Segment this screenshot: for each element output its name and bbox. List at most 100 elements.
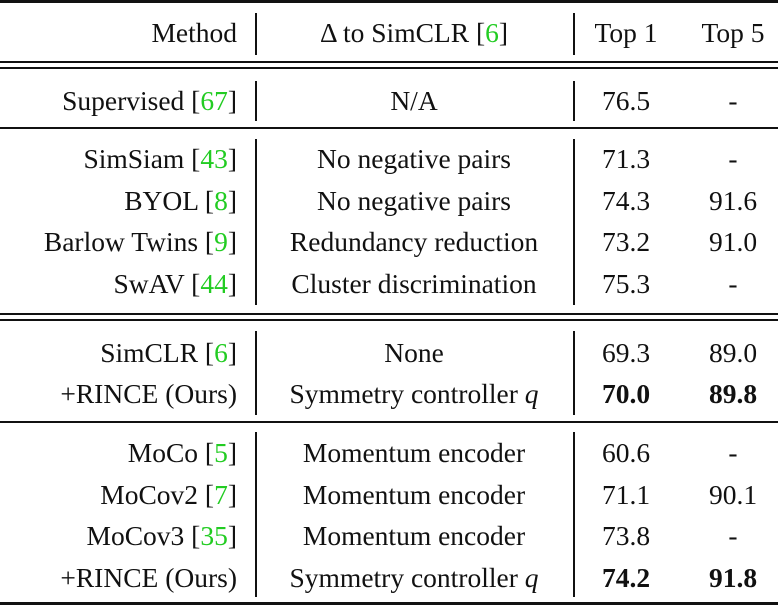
method-name: +RINCE (Ours) (60, 378, 237, 409)
delta-cell: No negative pairs (255, 181, 573, 221)
section-rule-1 (0, 127, 778, 129)
method-cell: MoCov3 [35] (0, 516, 238, 556)
top5-cell: 89.0 (708, 337, 758, 368)
vrule-block3-1 (255, 331, 257, 415)
method-name: Supervised [ (62, 85, 201, 116)
header-method: Method (151, 17, 237, 48)
delta-text: Momentum encoder (302, 437, 526, 468)
citation-ref: 8 (214, 185, 228, 216)
delta-cell: None (255, 333, 573, 373)
citation-ref: 67 (200, 85, 228, 116)
delta-text: No negative pairs (317, 143, 511, 174)
citation-ref: 6 (485, 17, 499, 48)
top5-cell: 91.6 (708, 185, 758, 216)
delta-text: Cluster discrimination (291, 268, 537, 299)
delta-variable: q (524, 378, 539, 409)
citation-close: ] (227, 185, 237, 216)
citation-close: ] (227, 437, 237, 468)
citation-ref: 7 (214, 479, 228, 510)
vrule-header-1 (255, 13, 257, 55)
section-rule-3 (0, 421, 778, 423)
top1-cell: 71.3 (601, 143, 651, 174)
table-row: +RINCE (Ours) Symmetry controller q 70.0 89… (0, 374, 780, 414)
header-delta-text: to SimCLR [ (336, 17, 486, 48)
method-name: MoCov2 [ (100, 479, 215, 510)
top1-cell: 76.5 (601, 85, 651, 116)
header-double-rule-lower (0, 67, 778, 69)
delta-text: Momentum encoder (302, 520, 526, 551)
table-row: MoCov3 [35] Momentum encoder 73.8 - (0, 516, 780, 556)
vrule-header-2 (573, 13, 575, 55)
section-double-rule-upper (0, 313, 778, 315)
delta-cell: Momentum encoder (255, 433, 573, 473)
delta-cell: N/A (255, 81, 573, 121)
method-name: SimCLR [ (100, 337, 215, 368)
citation-close: ] (227, 479, 237, 510)
table-row: Supervised [67] N/A 76.5 - (0, 81, 780, 121)
top1-cell: 71.1 (601, 479, 651, 510)
header-top1: Top 1 (594, 17, 658, 48)
table-row: Barlow Twins [9] Redundancy reduction 73.2… (0, 222, 780, 262)
method-name: MoCo [ (127, 437, 215, 468)
method-cell: MoCov2 [7] (0, 475, 237, 515)
method-cell: Barlow Twins [9] (0, 222, 237, 262)
table-row: MoCo [5] Momentum encoder 60.6 - (0, 433, 780, 473)
citation-ref: 44 (200, 268, 228, 299)
citation-ref: 9 (214, 226, 228, 257)
top5-cell: 89.8 (708, 378, 758, 409)
top1-cell: 69.3 (601, 337, 651, 368)
top1-cell: 73.8 (601, 520, 651, 551)
bottom-rule (0, 602, 778, 605)
method-cell: BYOL [8] (0, 181, 237, 221)
delta-text: N/A (390, 85, 438, 116)
top1-cell: 74.3 (601, 185, 651, 216)
top5-cell: - (728, 85, 738, 116)
delta-text: Symmetry controller (289, 378, 525, 409)
vrule-block2-1 (255, 139, 257, 305)
header-double-rule-upper (0, 61, 778, 63)
table-row: +RINCE (Ours) Symmetry controller q 74.2 91… (0, 558, 780, 598)
vrule-block1-2 (573, 81, 575, 121)
method-name: SimSiam [ (83, 143, 201, 174)
method-cell: SimCLR [6] (0, 333, 237, 373)
delta-cell: Cluster discrimination (255, 264, 573, 304)
method-name: BYOL [ (124, 185, 215, 216)
table-row: SimCLR [6] None 69.3 89.0 (0, 333, 780, 373)
delta-cell: No negative pairs (255, 139, 573, 179)
top-rule (0, 0, 778, 3)
table-row: BYOL [8] No negative pairs 74.3 91.6 (0, 181, 780, 221)
delta-cell: Symmetry controller q (255, 558, 573, 598)
header-delta: Δ to SimCLR [6] (255, 13, 573, 53)
vrule-block2-2 (573, 139, 575, 305)
method-cell: +RINCE (Ours) (0, 374, 237, 414)
citation-close: ] (227, 226, 237, 257)
top5-cell: 90.1 (708, 479, 758, 510)
method-cell: SimSiam [43] (0, 139, 237, 179)
delta-text: Symmetry controller (289, 562, 525, 593)
delta-cell: Momentum encoder (255, 516, 573, 556)
top1-cell: 75.3 (601, 268, 651, 299)
delta-cell: Redundancy reduction (255, 222, 573, 262)
top5-cell: 91.0 (708, 226, 758, 257)
vrule-block4-1 (255, 432, 257, 597)
citation-ref: 35 (200, 520, 228, 551)
citation-ref: 5 (214, 437, 228, 468)
top1-cell: 60.6 (601, 437, 651, 468)
delta-variable: q (524, 562, 539, 593)
table-row: SwAV [44] Cluster discrimination 75.3 - (0, 264, 780, 304)
method-cell: SwAV [44] (0, 264, 237, 304)
top5-cell: - (728, 520, 738, 551)
citation-ref: 43 (200, 143, 228, 174)
method-name: Barlow Twins [ (43, 226, 215, 257)
delta-text: None (384, 337, 444, 368)
method-name: +RINCE (Ours) (60, 562, 237, 593)
method-cell: MoCo [5] (0, 433, 237, 473)
top5-cell: 91.8 (708, 562, 758, 593)
method-cell: +RINCE (Ours) (0, 558, 237, 598)
header-top5: Top 5 (701, 17, 765, 48)
method-name: MoCov3 [ (86, 520, 201, 551)
vrule-block3-2 (573, 331, 575, 415)
delta-text: No negative pairs (317, 185, 511, 216)
header-row: Method Δ to SimCLR [6] Top 1 Top 5 (0, 13, 780, 53)
